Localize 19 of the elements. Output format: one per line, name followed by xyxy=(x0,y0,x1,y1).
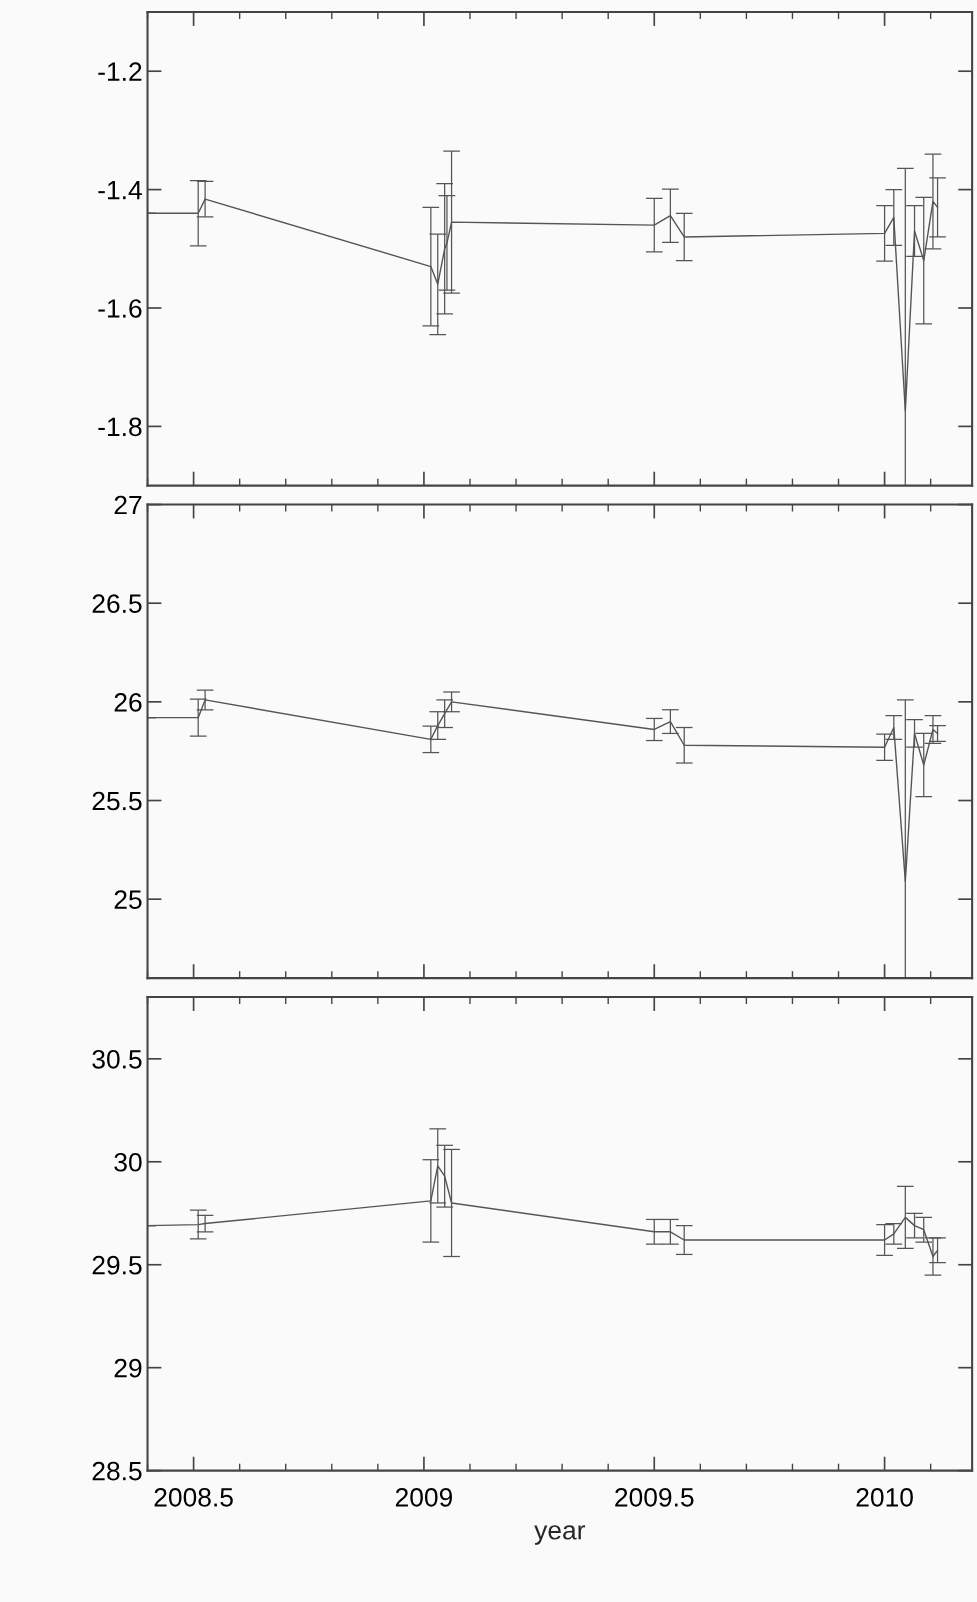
y-tick-label: 27 xyxy=(114,495,142,515)
y-tick-label: 30.5 xyxy=(92,1049,142,1069)
y-tick-label: 30 xyxy=(114,1152,142,1172)
y-tick-label: -1.2 xyxy=(98,62,142,81)
y-tick-label: -1.4 xyxy=(98,181,142,200)
y-tick-label: 25 xyxy=(114,890,142,910)
y-tick-label: -1.8 xyxy=(98,417,142,437)
x-tick-label: 2009 xyxy=(395,1488,453,1507)
y-tick-label: 25.5 xyxy=(92,791,142,811)
y-tick-label: 26 xyxy=(114,693,142,712)
y-tick-label: 29 xyxy=(114,1358,142,1378)
y-tick-label: 26.5 xyxy=(92,594,142,614)
x-tick-label: 2009.5 xyxy=(615,1488,694,1507)
x-tick-label: 2010 xyxy=(856,1488,913,1507)
x-axis-title: year xyxy=(534,1525,586,1545)
y-tick-label: 29.5 xyxy=(92,1255,142,1275)
y-tick-label: 28.5 xyxy=(92,1461,142,1481)
x-tick-label: 2008.5 xyxy=(154,1488,233,1507)
y-tick-label: -1.6 xyxy=(98,299,142,318)
